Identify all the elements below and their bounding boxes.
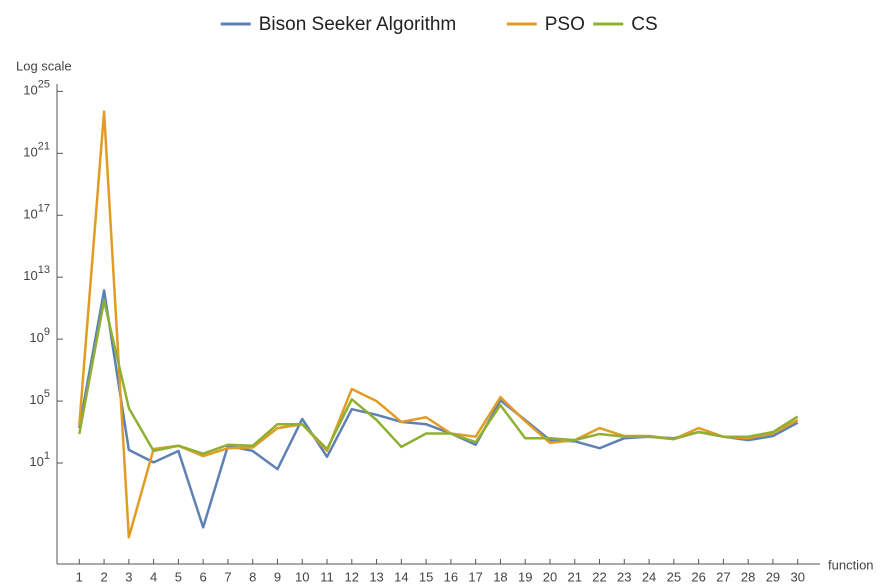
y-tick-label: 1025 (23, 78, 50, 98)
y-axis-label: Log scale (16, 58, 72, 73)
legend-label: CS (631, 14, 657, 35)
legend-label: PSO (545, 14, 585, 35)
x-tick-label: 29 (766, 569, 780, 584)
x-tick-label: 17 (468, 569, 482, 584)
x-tick-label: 7 (224, 569, 231, 584)
x-tick-label: 14 (394, 569, 408, 584)
x-tick-label: 27 (716, 569, 730, 584)
x-tick-label: 25 (667, 569, 681, 584)
x-tick-label: 24 (642, 569, 656, 584)
y-tick-label: 1013 (23, 264, 50, 284)
x-tick-label: 22 (592, 569, 606, 584)
x-tick-label: 11 (320, 569, 334, 584)
x-tick-label: 8 (249, 569, 256, 584)
x-tick-label: 15 (419, 569, 433, 584)
x-tick-label: 26 (691, 569, 705, 584)
y-tick-label: 109 (29, 326, 50, 346)
y-tick-label: 101 (29, 450, 50, 470)
x-tick-label: 20 (543, 569, 557, 584)
series-line (78, 299, 799, 455)
legend-label: Bison Seeker Algorithm (259, 14, 457, 35)
x-tick-label: 12 (345, 569, 359, 584)
x-tick-label: 18 (493, 569, 507, 584)
x-tick-label: 10 (295, 569, 309, 584)
x-tick-label: 1 (76, 569, 83, 584)
x-tick-label: 21 (568, 569, 582, 584)
y-tick-label: 1021 (23, 140, 50, 160)
x-tick-label: 23 (617, 569, 631, 584)
y-tick-label: 105 (29, 388, 50, 408)
x-tick-label: 3 (125, 569, 132, 584)
x-tick-label: 30 (790, 569, 804, 584)
x-axis-label: function (828, 557, 874, 572)
x-tick-label: 5 (175, 569, 182, 584)
x-tick-label: 9 (274, 569, 281, 584)
x-tick-label: 4 (150, 569, 157, 584)
x-tick-label: 28 (741, 569, 755, 584)
y-tick-label: 1017 (23, 202, 50, 222)
x-tick-label: 6 (200, 569, 207, 584)
x-tick-label: 19 (518, 569, 532, 584)
x-tick-label: 13 (369, 569, 383, 584)
x-tick-label: 16 (444, 569, 458, 584)
series-line (78, 289, 799, 529)
x-tick-label: 2 (100, 569, 107, 584)
series-line (78, 110, 799, 539)
